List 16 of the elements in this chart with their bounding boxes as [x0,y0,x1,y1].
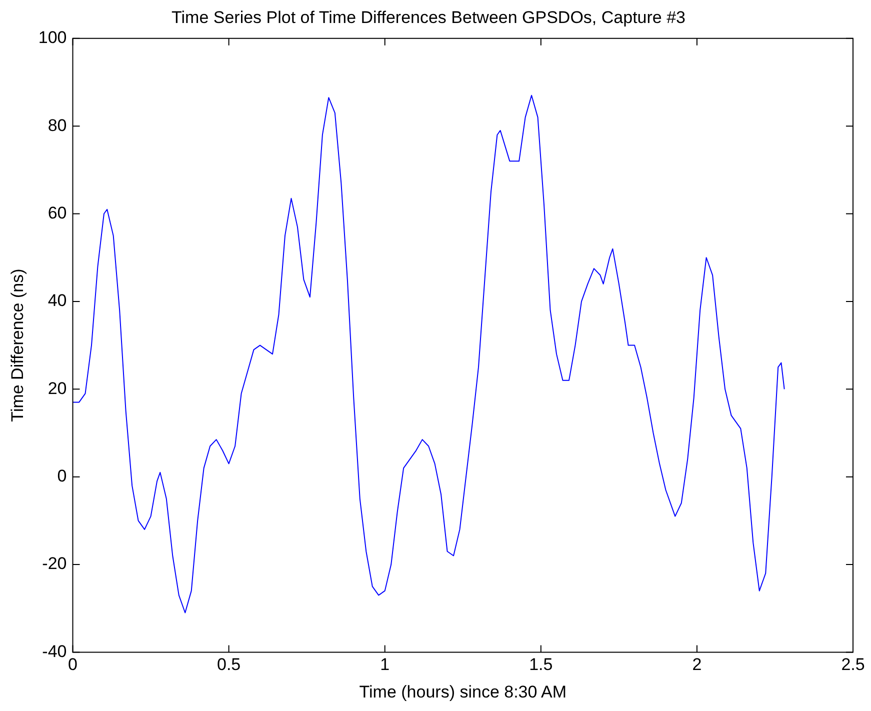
y-tick-label: -40 [42,642,67,661]
y-tick-label: -20 [42,554,67,574]
y-tick-label: 80 [48,116,67,135]
x-tick-label: 1.5 [529,655,553,674]
x-tick-label: 0.5 [216,655,241,674]
x-tick-label: 1 [380,655,390,674]
x-axis-title: Time (hours) since 8:30 AM [359,682,566,702]
chart-title: Time Series Plot of Time Differences Between GPSDOs, Capture #3 [172,8,686,27]
x-tick-label: 2 [692,655,702,674]
x-tick-label: 2.5 [841,655,865,674]
y-axis-title: Time Difference (ns) [8,268,27,422]
y-tick-label: 20 [48,378,67,398]
y-tick-label: 0 [57,466,67,486]
y-tick-label: 100 [38,28,67,48]
y-tick-label: 40 [48,291,67,310]
y-tick-label: 60 [48,203,67,222]
